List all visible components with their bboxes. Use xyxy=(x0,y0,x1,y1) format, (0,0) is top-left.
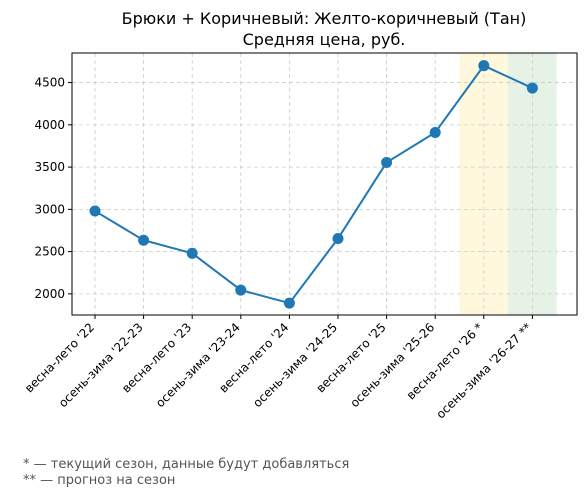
x-tick-label: осень-зима '25-26 xyxy=(347,320,437,410)
y-tick-label: 2000 xyxy=(34,287,65,301)
data-point xyxy=(429,126,441,138)
chart-title-line-1: Брюки + Коричневый: Желто-коричневый (Та… xyxy=(122,9,527,28)
footnote-current-season: * — текущий сезон, данные будут добавлят… xyxy=(23,457,350,472)
y-tick-label: 4000 xyxy=(34,118,65,132)
data-point xyxy=(186,247,198,259)
data-point xyxy=(283,297,295,309)
data-point xyxy=(89,205,101,217)
x-tick-label: осень-зима '26-27 ** xyxy=(433,320,534,421)
data-point xyxy=(332,233,344,245)
x-tick-label: осень-зима '23-24 xyxy=(153,320,243,410)
plot-frame xyxy=(71,52,578,316)
y-tick-label: 3000 xyxy=(34,202,65,216)
y-tick-label: 2500 xyxy=(34,245,65,259)
data-point xyxy=(235,284,247,296)
series-line xyxy=(94,64,533,305)
data-point xyxy=(138,234,150,246)
footnote-forecast: ** — прогноз на сезон xyxy=(23,473,176,488)
data-point xyxy=(381,156,393,168)
data-point xyxy=(526,82,538,94)
season-highlight-band-1 xyxy=(459,53,509,315)
chart-title-line-2: Средняя цена, руб. xyxy=(243,30,406,49)
y-tick-label: 4500 xyxy=(34,76,65,90)
x-tick-label: осень-зима '24-25 xyxy=(250,320,340,410)
y-tick-label: 3500 xyxy=(34,160,65,174)
data-point xyxy=(478,60,490,72)
x-tick-label: осень-зима '22-23 xyxy=(56,320,146,410)
